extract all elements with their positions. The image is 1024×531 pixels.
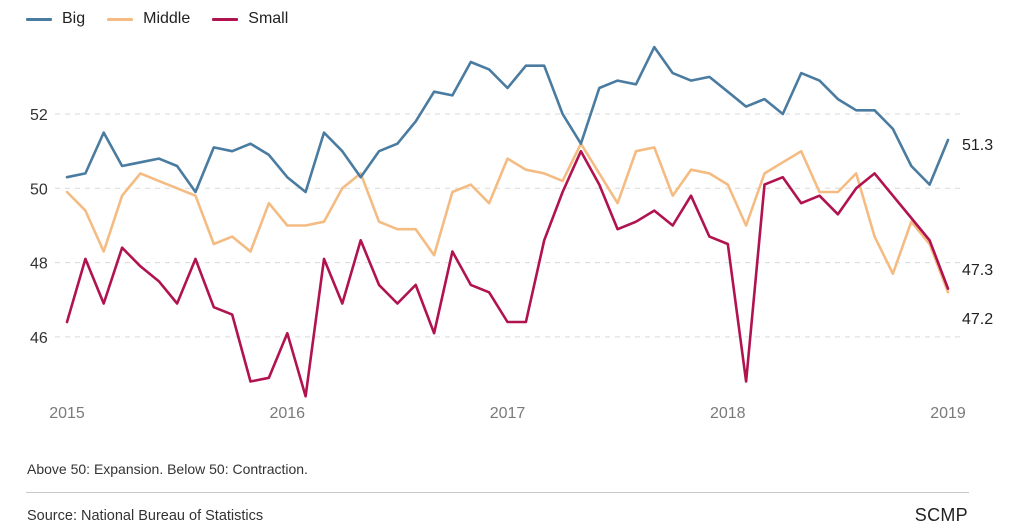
y-tick-label: 52 [30, 107, 48, 124]
end-label-big: 51.3 [962, 137, 993, 154]
legend-item-middle: Middle [107, 10, 190, 28]
series-line-big [65, 45, 950, 194]
y-axis-ticks: 46 48 50 52 [30, 107, 48, 347]
series-line-middle [65, 142, 950, 294]
y-tick-label: 48 [30, 256, 48, 273]
end-label-small: 47.3 [962, 262, 993, 279]
end-labels: 51.3 47.2 47.3 [962, 137, 993, 328]
y-tick-label: 46 [30, 330, 48, 347]
chart-source: Source: National Bureau of Statistics [27, 508, 264, 524]
legend-label-middle: Middle [143, 10, 191, 27]
legend-label-small: Small [248, 10, 289, 27]
line-chart: 46 48 50 52 2015 2016 2017 2018 2019 51.3 47.2 47… [30, 45, 993, 422]
brand-logo: SCMP [914, 505, 968, 525]
chart-note: Above 50: Expansion. Below 50: Contracti… [27, 461, 308, 477]
x-tick-label: 2016 [269, 405, 305, 422]
chart-legend: Big Middle Small [26, 10, 310, 28]
legend-item-small: Small [212, 10, 288, 28]
legend-swatch-big [26, 17, 52, 21]
x-tick-label: 2018 [710, 405, 746, 422]
footer-divider [26, 492, 969, 493]
y-tick-label: 50 [30, 181, 48, 198]
series-lines [65, 45, 950, 398]
x-axis-ticks: 2015 2016 2017 2018 2019 [49, 405, 966, 422]
legend-label-big: Big [62, 10, 86, 27]
legend-item-big: Big [26, 10, 85, 28]
series-line-small [65, 149, 950, 398]
end-label-middle: 47.2 [962, 311, 993, 328]
gridlines [55, 113, 965, 338]
x-tick-label: 2019 [930, 405, 966, 422]
x-tick-label: 2017 [490, 405, 526, 422]
x-tick-label: 2015 [49, 405, 85, 422]
legend-swatch-small [212, 17, 239, 21]
legend-swatch-middle [107, 17, 134, 21]
